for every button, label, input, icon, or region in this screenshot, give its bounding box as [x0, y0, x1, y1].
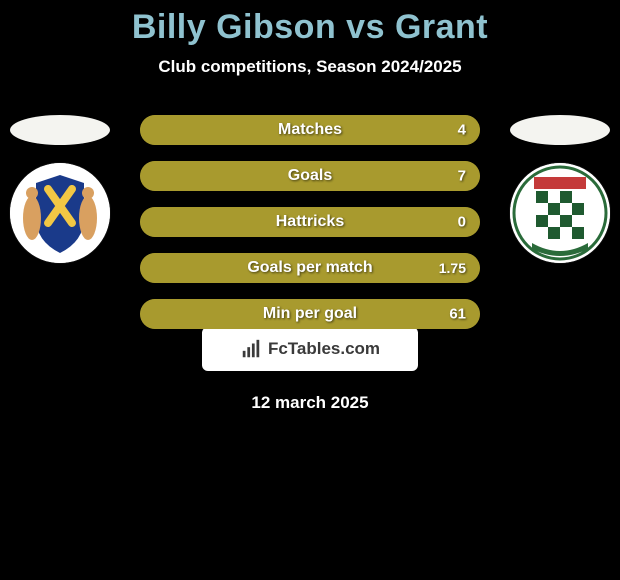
stat-label: Matches — [140, 121, 480, 139]
subtitle: Club competitions, Season 2024/2025 — [0, 57, 620, 77]
title-vs: vs — [346, 8, 385, 46]
left-club-crest — [10, 163, 110, 263]
stat-label: Min per goal — [140, 305, 480, 323]
crest-left-svg — [10, 163, 110, 263]
stat-bar: Matches4 — [140, 115, 480, 145]
left-ellipse — [10, 115, 110, 145]
stat-label: Goals per match — [140, 259, 480, 277]
page-title: Billy Gibson vs Grant — [0, 0, 620, 47]
crest-right-svg — [510, 163, 610, 263]
stat-bar: Goals7 — [140, 161, 480, 191]
stat-value: 61 — [449, 306, 466, 323]
bar-chart-icon — [240, 338, 262, 360]
title-player1: Billy Gibson — [132, 8, 336, 46]
stat-value: 1.75 — [439, 260, 466, 276]
date-text: 12 march 2025 — [0, 393, 620, 413]
stat-value: 4 — [458, 122, 466, 139]
stat-bar: Hattricks0 — [140, 207, 480, 237]
stat-label: Goals — [140, 167, 480, 185]
right-club-crest — [510, 163, 610, 263]
title-player2: Grant — [395, 8, 488, 46]
stat-value: 7 — [458, 168, 466, 185]
stat-bar: Goals per match1.75 — [140, 253, 480, 283]
stat-bars: Matches4 Goals7 Hattricks0 Goals per match1… — [140, 115, 480, 329]
stat-bar: Min per goal61 — [140, 299, 480, 329]
brand-text: FcTables.com — [268, 339, 380, 359]
right-ellipse — [510, 115, 610, 145]
stat-label: Hattricks — [140, 213, 480, 231]
brand-box: FcTables.com — [202, 327, 418, 371]
stat-value: 0 — [458, 214, 466, 231]
